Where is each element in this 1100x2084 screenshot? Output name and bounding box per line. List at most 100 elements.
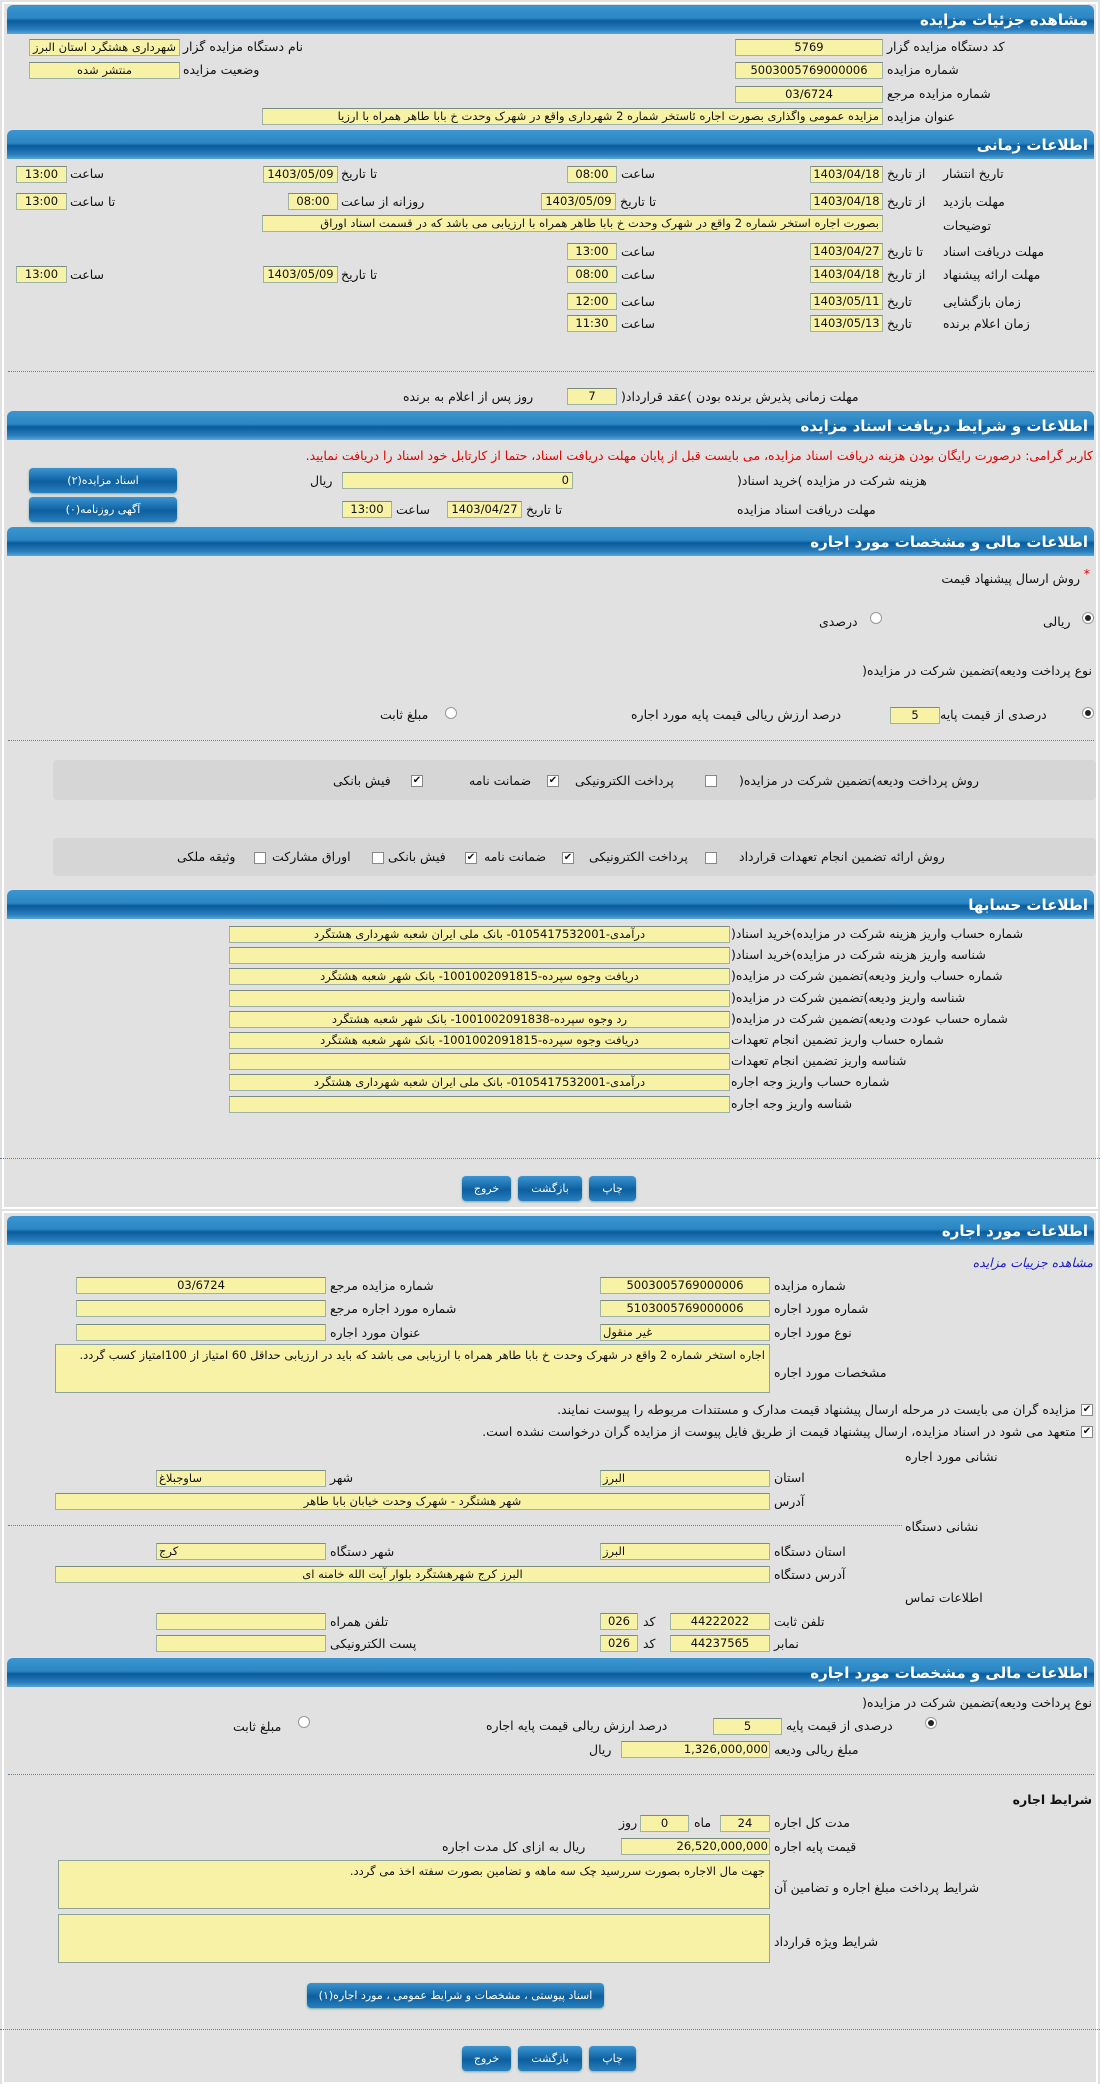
visit-from-date[interactable]: 1403/04/18	[810, 193, 883, 210]
lease-deposit-fixed-radio[interactable]	[298, 1716, 310, 1728]
province-field[interactable]: البرز	[600, 1470, 770, 1487]
winner-date[interactable]: 1403/05/13	[810, 315, 883, 332]
guar-bank-receipt-checkbox[interactable]: ✔	[465, 852, 477, 864]
offer-from-time[interactable]: 08:00	[567, 266, 617, 283]
province-label: استان	[774, 1470, 805, 1485]
payment-terms-textarea[interactable]: جهت مال الاجاره بصورت سررسید چک سه ماهه …	[58, 1860, 770, 1909]
deposit-percent-field[interactable]: 5	[890, 707, 940, 724]
docs-to-time[interactable]: 13:00	[567, 243, 617, 260]
deposit-percent-radio[interactable]	[1082, 707, 1094, 719]
guar-bonds-checkbox[interactable]	[372, 852, 384, 864]
back-button[interactable]: بازگشت	[518, 2046, 582, 2071]
guar-guarantee-checkbox[interactable]: ✔	[562, 852, 574, 864]
to-date-label: تا تاریخ	[620, 194, 657, 209]
months-field[interactable]: 24	[720, 1815, 770, 1832]
accept-days-field[interactable]: 7	[567, 388, 617, 405]
phone-field[interactable]: 44222022	[670, 1613, 770, 1630]
docs-deadline-date[interactable]: 1403/04/27	[447, 501, 522, 518]
deposit-fixed-radio[interactable]	[445, 707, 457, 719]
docs-to-date[interactable]: 1403/04/27	[810, 243, 883, 260]
account-label: شماره حساب واریز ودیعه)تضمین شرکت در مزا…	[731, 968, 1003, 984]
opening-date[interactable]: 1403/05/11	[810, 293, 883, 310]
email-field[interactable]	[156, 1635, 326, 1652]
pay-guarantee-checkbox[interactable]: ✔	[547, 775, 559, 787]
attachments-button[interactable]: اسناد پیوستی ، مشخصات و شرایط عمومی ، مو…	[307, 1983, 604, 2008]
back-button[interactable]: بازگشت	[518, 1176, 582, 1201]
pay-electronic-checkbox[interactable]	[705, 775, 717, 787]
publish-to-time[interactable]: 13:00	[16, 166, 67, 183]
org-province-field[interactable]: البرز	[600, 1543, 770, 1560]
print-button[interactable]: چاپ	[589, 1176, 636, 1201]
visit-to-date[interactable]: 1403/05/09	[541, 193, 616, 210]
lease-item-number[interactable]: 5103005769000006	[600, 1300, 770, 1317]
fee-field[interactable]: 0	[342, 472, 573, 489]
account-field[interactable]: دریافت وجوه سپرده-1001002091815- بانک شه…	[229, 968, 730, 986]
lease-type[interactable]: غیر منقول	[600, 1324, 770, 1341]
offer-from-date[interactable]: 1403/04/18	[810, 266, 883, 283]
winner-time[interactable]: 11:30	[567, 315, 617, 332]
attach-docs-checkbox[interactable]: ✔	[1081, 1404, 1093, 1416]
org-city-field[interactable]: کرج	[156, 1543, 326, 1560]
phone-code-field[interactable]: 026	[600, 1613, 638, 1630]
account-field[interactable]: دریافت وجوه سپرده-1001002091815- بانک شه…	[229, 1032, 730, 1049]
auction-number-field[interactable]: 5003005769000006	[735, 62, 883, 79]
auction-title-field[interactable]: مزایده عمومی واگذاری بصورت اجاره ئاستخر …	[262, 108, 883, 125]
lease-auction-ref[interactable]: 03/6724	[76, 1277, 326, 1294]
city-field[interactable]: ساوجبلاغ	[156, 1470, 326, 1487]
lease-deposit-percent-field[interactable]: 5	[713, 1718, 782, 1735]
guar-electronic-checkbox[interactable]	[705, 852, 717, 864]
description-field[interactable]: بصورت اجاره استخر شماره 2 واقع در شهرک و…	[262, 215, 883, 232]
section-header-lease-finance: اطلاعات مالی و مشخصات مورد اجاره	[7, 1658, 1094, 1687]
to-date-label: تا تاریخ	[341, 267, 378, 282]
account-field[interactable]: درآمدی-0105417532001- بانک ملی ایران شعب…	[229, 1074, 730, 1092]
pay-bank-receipt-checkbox[interactable]: ✔	[411, 775, 423, 787]
docs-deadline-time[interactable]: 13:00	[342, 501, 392, 518]
offer-to-time[interactable]: 13:00	[16, 266, 67, 283]
days-field[interactable]: 0	[640, 1815, 689, 1832]
print-button[interactable]: چاپ	[589, 2046, 636, 2071]
base-price-field[interactable]: 26,520,000,000	[621, 1838, 770, 1855]
address-field[interactable]: شهر هشتگرد - شهرک وحدت خیابان بابا طاهر	[55, 1493, 770, 1510]
account-field[interactable]	[229, 1095, 730, 1113]
opening-time[interactable]: 12:00	[567, 293, 617, 310]
auction-details-link[interactable]: مشاهده جزییات مزایده	[972, 1255, 1093, 1270]
account-field[interactable]: رد وجوه سپرده-1001002091838- بانک شهر شع…	[229, 1010, 730, 1028]
account-field[interactable]	[229, 1053, 730, 1071]
auction-status-field[interactable]: منتشر شده	[29, 62, 180, 79]
org-name-field[interactable]: شهرداری هشتگرد استان البرز	[29, 39, 180, 56]
guar-property-checkbox[interactable]	[254, 852, 266, 864]
method-percent-radio[interactable]	[870, 612, 882, 624]
exit-button[interactable]: خروج	[462, 1176, 511, 1201]
special-terms-textarea[interactable]	[58, 1914, 770, 1963]
lease-item-ref[interactable]	[76, 1300, 326, 1317]
attach-docs-label: مزایده گران می بایست در مرحله ارسال پیشن…	[557, 1402, 1076, 1417]
no-attachment-checkbox[interactable]: ✔	[1081, 1426, 1093, 1438]
auction-ref-field[interactable]: 03/6724	[735, 86, 883, 103]
lease-deposit-percent-radio[interactable]	[925, 1717, 937, 1729]
publish-from-date[interactable]: 1403/04/18	[810, 166, 883, 183]
lease-spec-textarea[interactable]: اجاره استخر شماره 2 واقع در شهرک وحدت خ …	[55, 1344, 770, 1393]
publish-from-time[interactable]: 08:00	[567, 166, 617, 183]
account-field[interactable]	[229, 989, 730, 1007]
lease-auction-number[interactable]: 5003005769000006	[600, 1277, 770, 1294]
exit-button[interactable]: خروج	[462, 2046, 511, 2071]
org-code-field[interactable]: 5769	[735, 39, 883, 56]
fax-code-field[interactable]: 026	[600, 1635, 638, 1652]
newspaper-ads-button[interactable]: آگهی روزنامه(۰)	[29, 497, 177, 522]
account-field[interactable]	[229, 947, 730, 965]
fax-field[interactable]: 44237565	[670, 1635, 770, 1652]
lease-title[interactable]	[76, 1324, 326, 1341]
offer-to-date[interactable]: 1403/05/09	[263, 266, 338, 283]
account-field[interactable]: درآمدی-0105417532001- بانک ملی ایران شعب…	[229, 926, 730, 943]
time-label: ساعت	[70, 166, 105, 181]
org-address-field[interactable]: البرز کرج شهرهشتگرد بلوار آیت الله خامنه…	[55, 1566, 770, 1583]
visit-until-time[interactable]: 13:00	[16, 193, 67, 210]
deposit-amount-field[interactable]: 1,326,000,000	[621, 1741, 770, 1758]
method-rial-radio[interactable]	[1082, 612, 1094, 624]
visit-daily-time[interactable]: 08:00	[288, 193, 338, 210]
publish-to-date[interactable]: 1403/05/09	[263, 166, 338, 183]
auction-docs-button[interactable]: اسناد مزایده(۲)	[29, 468, 177, 493]
mobile-field[interactable]	[156, 1613, 326, 1630]
time-label: ساعت	[621, 244, 656, 259]
to-date-label: تا تاریخ	[341, 166, 378, 181]
